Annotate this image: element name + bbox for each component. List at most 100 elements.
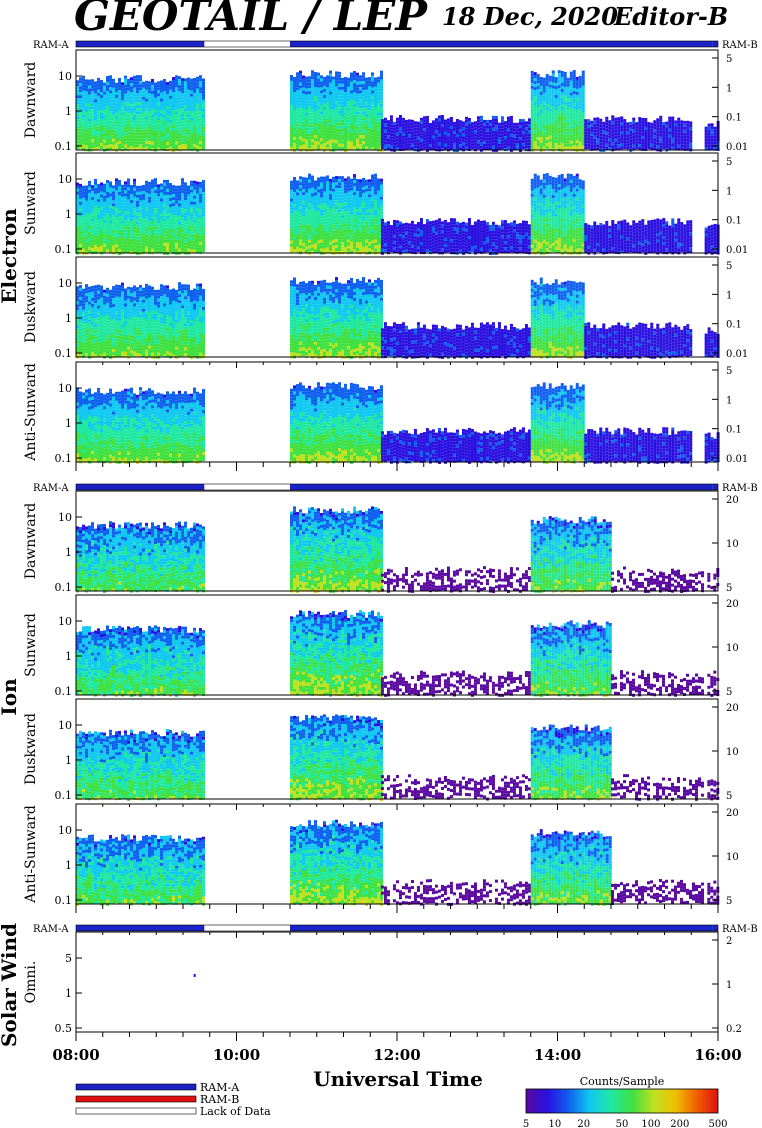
heatmap-cell: [368, 221, 371, 224]
heatmap-cell: [317, 243, 320, 246]
heatmap-cell: [172, 92, 175, 95]
heatmap-cell: [94, 84, 97, 87]
heatmap-cell: [390, 139, 393, 142]
heatmap-cell: [567, 120, 570, 123]
heatmap-cell: [582, 101, 585, 104]
heatmap-cell: [160, 207, 163, 210]
heatmap-cell: [305, 214, 308, 217]
heatmap-cell: [471, 131, 474, 134]
heatmap-cell: [88, 146, 91, 149]
heatmap-cell: [384, 124, 387, 127]
heatmap-cell: [82, 213, 85, 216]
heatmap-cell: [635, 140, 638, 143]
heatmap-cell: [371, 178, 374, 181]
heatmap-cell: [139, 228, 142, 231]
heatmap-cell: [498, 126, 501, 129]
heatmap-cell: [181, 114, 184, 117]
heatmap-cell: [157, 199, 160, 202]
heatmap-cell: [136, 222, 139, 225]
heatmap-cell: [127, 130, 130, 133]
heatmap-cell: [308, 121, 311, 124]
heatmap-cell: [593, 139, 596, 142]
heatmap-cell: [537, 89, 540, 92]
heatmap-cell: [326, 184, 329, 187]
heatmap-cell: [528, 133, 531, 136]
heatmap-cell: [359, 96, 362, 99]
heatmap-cell: [193, 202, 196, 205]
heatmap-cell: [359, 248, 362, 251]
heatmap-cell: [332, 92, 335, 95]
heatmap-cell: [202, 216, 205, 219]
heatmap-cell: [338, 90, 341, 93]
heatmap-cell: [356, 85, 359, 88]
heatmap-cell: [558, 85, 561, 88]
heatmap-cell: [82, 234, 85, 237]
heatmap-cell: [157, 202, 160, 205]
heatmap-cell: [329, 242, 332, 245]
heatmap-cell: [190, 82, 193, 85]
heatmap-cell: [374, 102, 377, 105]
heatmap-cell: [567, 90, 570, 93]
heatmap-cell: [154, 193, 157, 196]
heatmap-cell: [296, 144, 299, 147]
heatmap-cell: [332, 186, 335, 189]
heatmap-cell: [338, 81, 341, 84]
heatmap-cell: [100, 230, 103, 233]
heatmap-cell: [127, 202, 130, 205]
heatmap-cell: [570, 87, 573, 90]
heatmap-cell: [350, 203, 353, 206]
heatmap-cell: [160, 228, 163, 231]
heatmap-cell: [432, 138, 435, 141]
heatmap-cell: [311, 221, 314, 224]
heatmap-cell: [127, 247, 130, 250]
heatmap-cell: [199, 75, 202, 78]
heatmap-cell: [196, 233, 199, 236]
heatmap-cell: [118, 195, 121, 198]
heatmap-cell: [344, 223, 347, 226]
heatmap-cell: [516, 138, 519, 141]
heatmap-cell: [169, 195, 172, 198]
heatmap-cell: [573, 121, 576, 124]
chart-editor: Editor-B: [613, 2, 728, 31]
heatmap-cell: [308, 222, 311, 225]
heatmap-cell: [290, 123, 293, 126]
heatmap-cell: [408, 128, 411, 131]
heatmap-cell: [181, 123, 184, 126]
heatmap-cell: [356, 218, 359, 221]
heatmap-cell: [202, 192, 205, 195]
heatmap-cell: [169, 183, 172, 186]
heatmap-cell: [602, 128, 605, 131]
heatmap-cell: [296, 237, 299, 240]
heatmap-cell: [199, 239, 202, 242]
heatmap-cell: [163, 112, 166, 115]
heatmap-cell: [299, 200, 302, 203]
heatmap-cell: [368, 137, 371, 140]
heatmap-cell: [293, 192, 296, 195]
heatmap-cell: [683, 130, 686, 133]
heatmap-cell: [371, 135, 374, 138]
heatmap-cell: [79, 83, 82, 86]
heatmap-cell: [477, 125, 480, 128]
heatmap-cell: [656, 142, 659, 145]
heatmap-cell: [136, 192, 139, 195]
heatmap-cell: [91, 124, 94, 127]
heatmap-cell: [549, 112, 552, 115]
heatmap-cell: [644, 127, 647, 130]
heatmap-cell: [175, 201, 178, 204]
heatmap-cell: [329, 239, 332, 242]
heatmap-cell: [302, 249, 305, 252]
heatmap-cell: [453, 131, 456, 134]
heatmap-cell: [178, 139, 181, 142]
heatmap-cell: [335, 215, 338, 218]
heatmap-cell: [570, 114, 573, 117]
heatmap-cell: [163, 124, 166, 127]
heatmap-cell: [555, 98, 558, 101]
heatmap-cell: [558, 130, 561, 133]
heatmap-cell: [172, 248, 175, 251]
heatmap-cell: [344, 184, 347, 187]
heatmap-cell: [139, 93, 142, 96]
heatmap-cell: [573, 145, 576, 148]
heatmap-cell: [299, 137, 302, 140]
heatmap-cell: [341, 182, 344, 185]
heatmap-cell: [314, 231, 317, 234]
